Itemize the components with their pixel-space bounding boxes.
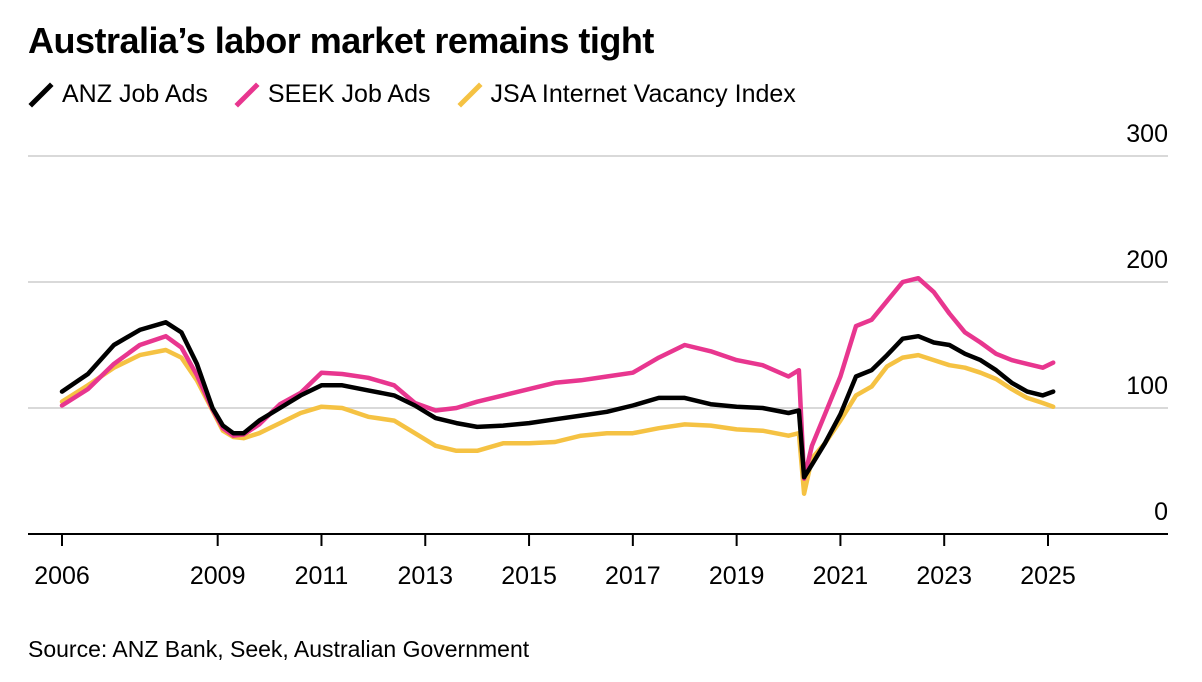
- x-tick-label: 2015: [501, 562, 557, 590]
- legend-label-anz: ANZ Job Ads: [62, 80, 208, 108]
- x-tick-label: 2017: [605, 562, 661, 590]
- y-tick-label: 200: [1126, 246, 1168, 274]
- x-tick-label: 2025: [1020, 562, 1076, 590]
- legend-label-jsa: JSA Internet Vacancy Index: [490, 80, 796, 108]
- x-tick-label: 2009: [190, 562, 246, 590]
- y-tick-label: 300: [1126, 120, 1168, 148]
- x-tick-label: 2023: [916, 562, 972, 590]
- series-line-jsa-internet-vacancy-index: [59, 347, 1056, 496]
- x-tick-label: 2006: [34, 562, 90, 590]
- legend-item-anz: ANZ Job Ads: [28, 80, 208, 109]
- x-tick-label: 2013: [397, 562, 453, 590]
- legend-swatch-jsa: [456, 81, 483, 108]
- legend-label-seek: SEEK Job Ads: [267, 80, 431, 108]
- legend-swatch-seek: [234, 81, 260, 108]
- source-note: Source: ANZ Bank, Seek, Australian Gover…: [28, 636, 530, 662]
- legend-swatch-anz: [28, 81, 54, 108]
- legend-item-jsa: JSA Internet Vacancy Index: [456, 80, 796, 109]
- y-axis-labels: 0 100 200 300: [1126, 120, 1168, 526]
- legend: ANZ Job Ads SEEK Job Ads JSA Internet Va…: [28, 80, 822, 109]
- legend-item-seek: SEEK Job Ads: [234, 80, 431, 109]
- series-line-anz-job-ads: [59, 320, 1056, 480]
- y-tick-label: 100: [1126, 372, 1168, 400]
- y-tick-label: 0: [1154, 498, 1168, 526]
- x-tick-label: 2019: [709, 562, 765, 590]
- series-lines: [59, 275, 1056, 496]
- x-axis: 2006 2009 2011 2013 2015 2017 2019 2021 2023 2025: [28, 533, 1168, 590]
- gridlines: [28, 155, 1168, 409]
- series-line-seek-job-ads: [59, 275, 1056, 481]
- x-tick-label: 2021: [813, 562, 869, 590]
- chart-title: Australia’s labor market remains tight: [28, 20, 654, 61]
- x-tick-label: 2011: [295, 562, 349, 590]
